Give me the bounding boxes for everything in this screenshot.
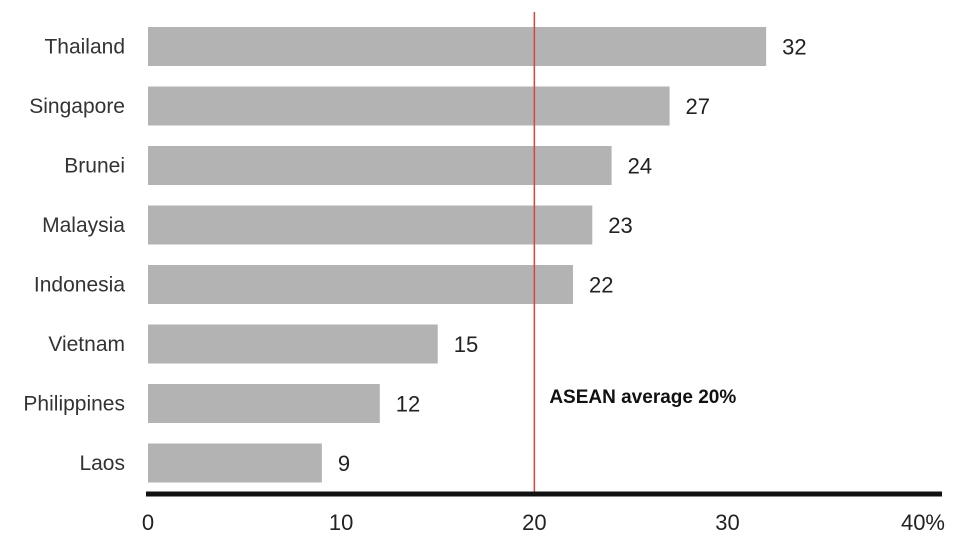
category-label-malaysia: Malaysia	[42, 214, 125, 237]
bar-laos	[148, 443, 322, 483]
value-labels-group: 32 27 24 23 22 15 12 9	[338, 35, 807, 477]
x-tick-label-20: 20	[522, 510, 546, 535]
category-label-thailand: Thailand	[44, 36, 125, 59]
bars-group	[148, 27, 767, 483]
value-label-philippines: 12	[396, 392, 420, 417]
bar-vietnam	[148, 324, 438, 364]
value-label-singapore: 27	[686, 94, 710, 119]
value-label-vietnam: 15	[454, 332, 478, 357]
bar-malaysia	[148, 205, 593, 245]
value-label-thailand: 32	[782, 35, 806, 60]
bar-philippines	[148, 384, 380, 423]
category-labels-group: Thailand Singapore Brunei Malaysia Indonesia…	[23, 36, 125, 476]
value-label-malaysia: 23	[608, 213, 632, 238]
x-tick-label-0: 0	[142, 510, 154, 535]
bar-brunei	[148, 146, 612, 185]
category-label-indonesia: Indonesia	[34, 274, 125, 297]
asean-average-label: ASEAN average 20%	[549, 387, 736, 408]
bar-thailand	[148, 27, 767, 66]
x-tick-label-40: 40%	[901, 510, 945, 535]
x-tick-labels-group: 0 10 20 30 40%	[142, 510, 945, 535]
value-label-laos: 9	[338, 451, 350, 476]
bar-indonesia	[148, 265, 573, 304]
value-label-indonesia: 22	[589, 273, 613, 298]
category-label-vietnam: Vietnam	[48, 333, 125, 356]
bar-singapore	[148, 86, 670, 126]
value-label-brunei: 24	[628, 154, 652, 179]
x-tick-label-10: 10	[329, 510, 353, 535]
category-label-singapore: Singapore	[29, 95, 125, 118]
category-label-philippines: Philippines	[23, 393, 125, 416]
category-label-brunei: Brunei	[64, 155, 125, 178]
x-tick-label-30: 30	[715, 510, 739, 535]
category-label-laos: Laos	[79, 452, 125, 475]
